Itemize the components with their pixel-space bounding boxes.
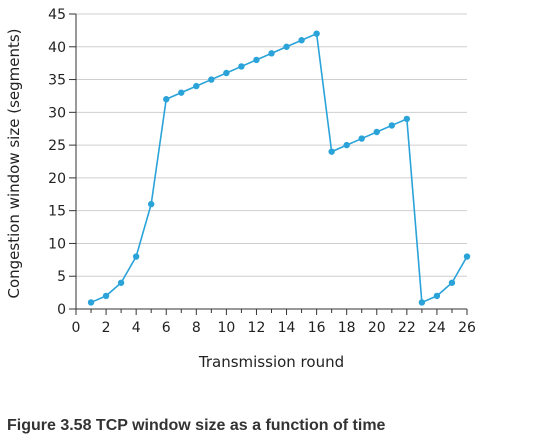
data-point	[418, 299, 426, 306]
data-point	[463, 253, 471, 260]
data-point	[448, 279, 456, 286]
data-point	[178, 89, 185, 96]
x-tick-label: 6	[162, 320, 171, 336]
y-tick-label: 35	[48, 73, 66, 89]
y-tick-label: 5	[57, 269, 66, 285]
y-axis-ticks: 0 5 10 15 20 25 30 35 40 45	[48, 7, 76, 318]
x-tick-label: 18	[338, 320, 356, 336]
data-point	[193, 82, 200, 90]
x-tick-label: 4	[132, 320, 141, 336]
data-point	[102, 292, 110, 300]
x-tick-label: 10	[217, 320, 235, 336]
data-point	[358, 135, 365, 142]
data-point	[238, 63, 245, 70]
y-tick-label: 40	[48, 40, 66, 56]
data-point	[132, 253, 140, 260]
data-point	[208, 76, 215, 83]
data-point	[87, 299, 95, 306]
y-tick-label: 30	[48, 105, 66, 121]
data-point	[313, 30, 320, 37]
x-tick-label: 8	[192, 320, 201, 336]
x-axis-ticks: 0 2 4 6 8 10 12 14 16 18 20 22 24 26	[72, 309, 476, 336]
data-point	[403, 115, 411, 123]
data-point	[117, 279, 125, 286]
x-tick-label: 12	[248, 320, 266, 336]
x-tick-label: 16	[308, 320, 326, 336]
x-axis-title: Transmission round	[198, 353, 344, 371]
x-tick-label: 20	[368, 320, 386, 336]
x-tick-label: 26	[458, 320, 476, 336]
y-tick-label: 0	[57, 302, 66, 318]
data-point	[163, 96, 170, 103]
gridlines	[76, 13, 467, 277]
x-tick-label: 22	[398, 320, 416, 336]
y-tick-label: 15	[48, 204, 66, 220]
series-line	[90, 32, 468, 304]
series-lines	[90, 32, 468, 304]
data-point	[433, 292, 441, 300]
data-point	[253, 56, 260, 64]
y-axis-title: Congestion window size (segments)	[5, 28, 23, 298]
x-tick-label: 24	[428, 320, 446, 336]
data-point	[283, 43, 290, 50]
data-point	[223, 69, 230, 77]
x-tick-label: 0	[72, 320, 81, 336]
data-points	[87, 30, 471, 306]
y-tick-label: 45	[48, 7, 66, 23]
data-point	[373, 128, 380, 136]
data-point	[343, 141, 350, 149]
data-point	[268, 50, 275, 57]
y-tick-label: 25	[48, 138, 66, 154]
data-point	[147, 200, 155, 208]
y-tick-label: 10	[48, 236, 66, 252]
data-point	[388, 122, 396, 129]
x-tick-label: 2	[102, 320, 111, 336]
figure-caption: Figure 3.58 TCP window size as a functio…	[7, 417, 386, 434]
data-point	[328, 148, 335, 155]
data-point	[298, 37, 305, 44]
x-tick-label: 14	[278, 320, 296, 336]
y-tick-label: 20	[48, 171, 66, 187]
